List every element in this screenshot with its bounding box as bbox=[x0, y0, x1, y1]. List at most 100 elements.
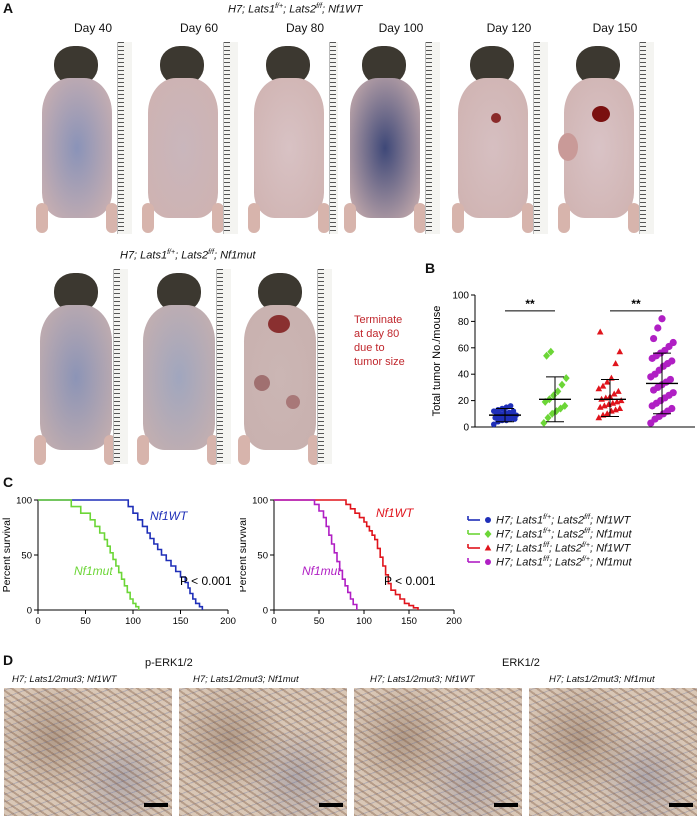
series-label: Nf1WT bbox=[376, 506, 415, 520]
data-point bbox=[554, 387, 562, 396]
mouse-leg bbox=[137, 435, 149, 465]
legend-label: H7; Lats1f/+; Lats2f/f; Nf1mut bbox=[496, 528, 632, 541]
y-tick-label: 80 bbox=[458, 317, 470, 328]
data-point bbox=[617, 397, 625, 404]
data-point bbox=[596, 328, 604, 335]
data-point bbox=[668, 404, 676, 413]
tumor-spot bbox=[268, 315, 290, 333]
data-point bbox=[510, 408, 517, 414]
mouse-leg bbox=[318, 203, 330, 233]
data-point bbox=[615, 387, 622, 394]
data-point bbox=[650, 334, 658, 343]
x-tick-label: 50 bbox=[314, 616, 325, 625]
day-label: Day 120 bbox=[486, 21, 532, 35]
data-point bbox=[595, 414, 603, 421]
ihc-image-perk-wt bbox=[4, 688, 172, 816]
ihc-left-title: p-ERK1/2 bbox=[145, 657, 193, 669]
mouse-leg bbox=[142, 203, 154, 233]
ruler bbox=[216, 269, 231, 464]
x-tick-label: 0 bbox=[271, 616, 276, 625]
day-label: Day 80 bbox=[285, 21, 325, 35]
data-point bbox=[491, 408, 497, 414]
panel-c-right-survival: 050100050100150200DaysPercent survivalNf… bbox=[240, 496, 462, 626]
data-point bbox=[548, 409, 556, 418]
x-tick-label: 100 bbox=[125, 616, 141, 625]
data-point bbox=[669, 389, 677, 397]
y-tick-label: 50 bbox=[257, 551, 268, 562]
mouse-body bbox=[350, 78, 420, 218]
data-point bbox=[547, 347, 555, 356]
ihc-sub-3: H7; Lats1/2mut3; Nf1WT bbox=[370, 674, 475, 685]
ihc-image-erk-mut bbox=[529, 688, 697, 816]
data-point bbox=[540, 419, 548, 428]
mouse-leg bbox=[628, 203, 640, 233]
survival-curve bbox=[274, 499, 419, 610]
legend-marker bbox=[467, 558, 491, 566]
mouse-leg bbox=[452, 203, 464, 233]
day-label: Day 150 bbox=[592, 21, 638, 35]
mouse-photo bbox=[242, 38, 346, 238]
ihc-right-title: ERK1/2 bbox=[502, 657, 540, 669]
panel-letter-d: D bbox=[3, 652, 14, 668]
data-point bbox=[562, 374, 570, 383]
panel-letter-b: B bbox=[425, 260, 436, 276]
y-tick-label: 60 bbox=[458, 343, 470, 354]
series-label: Nf1mut bbox=[74, 564, 113, 578]
legend-entry: H7; Lats1f/+; Lats2f/f; Nf1WT bbox=[466, 514, 630, 527]
data-point bbox=[507, 403, 514, 409]
scale-bar bbox=[319, 803, 343, 807]
data-point bbox=[610, 390, 618, 397]
day-label: Day 40 bbox=[73, 21, 113, 35]
mouse-leg bbox=[414, 203, 426, 233]
y-tick-label: 0 bbox=[27, 606, 32, 617]
legend-symbol bbox=[484, 544, 492, 551]
mouse-leg bbox=[106, 203, 118, 233]
data-point bbox=[616, 348, 624, 355]
data-point bbox=[491, 421, 497, 428]
ihc-sub-2: H7; Lats1/2mut3; Nf1mut bbox=[193, 674, 299, 685]
tumor-spot bbox=[254, 375, 270, 391]
mouse-body bbox=[42, 78, 112, 218]
mouse-body bbox=[143, 305, 215, 450]
p-value-annotation: P < 0.001 bbox=[384, 574, 436, 588]
legend-label: H7; Lats1f/+; Lats2f/f; Nf1WT bbox=[496, 514, 631, 527]
data-point bbox=[544, 413, 552, 422]
mouse-photo-nf1mut bbox=[234, 265, 334, 468]
mouse-photo bbox=[338, 38, 442, 238]
y-tick-label: 0 bbox=[463, 423, 469, 434]
mouse-photo bbox=[446, 38, 550, 238]
data-point bbox=[668, 357, 676, 365]
tumor-spot bbox=[286, 395, 300, 409]
mouse-leg bbox=[558, 203, 570, 233]
day-label: Day 60 bbox=[179, 21, 219, 35]
mouse-leg bbox=[238, 435, 250, 465]
data-point bbox=[599, 382, 607, 389]
y-tick-label: 40 bbox=[458, 370, 470, 381]
y-tick-label: 100 bbox=[452, 291, 469, 302]
terminate-note: Terminate at day 80 due to tumor size bbox=[354, 314, 405, 368]
y-tick-label: 20 bbox=[458, 396, 470, 407]
data-point bbox=[654, 324, 662, 332]
series-label: Nf1WT bbox=[150, 509, 189, 523]
panel-b-tumor-scatter: 0 20 40 60 80 100 Total tumor No./mouse ** ** bbox=[431, 291, 695, 434]
mouse-leg bbox=[522, 203, 534, 233]
ruler bbox=[223, 42, 238, 234]
scale-bar bbox=[669, 803, 693, 807]
data-point bbox=[616, 405, 624, 412]
p-value-annotation: P < 0.001 bbox=[180, 574, 232, 588]
ruler bbox=[425, 42, 440, 234]
panel-a-row1-title: H7; Lats1f/+; Lats2f/f; Nf1WT bbox=[228, 3, 363, 16]
x-tick-label: 200 bbox=[220, 616, 236, 625]
legend-entry: H7; Lats1f/f; Lats2f/+; Nf1mut bbox=[466, 556, 632, 569]
ruler bbox=[317, 269, 332, 464]
legend-entry: H7; Lats1f/f; Lats2f/+; Nf1WT bbox=[466, 542, 630, 555]
survival-curve bbox=[38, 499, 140, 610]
y-tick-label: 0 bbox=[263, 606, 268, 617]
ruler bbox=[639, 42, 654, 234]
legend-symbol bbox=[484, 530, 492, 539]
legend-label: H7; Lats1f/f; Lats2f/+; Nf1WT bbox=[496, 542, 631, 555]
y-tick-label: 50 bbox=[21, 551, 32, 562]
mouse-photo-nf1mut bbox=[30, 265, 130, 468]
legend-marker bbox=[467, 516, 491, 524]
legend-label: H7; Lats1f/f; Lats2f/+; Nf1mut bbox=[496, 556, 632, 569]
